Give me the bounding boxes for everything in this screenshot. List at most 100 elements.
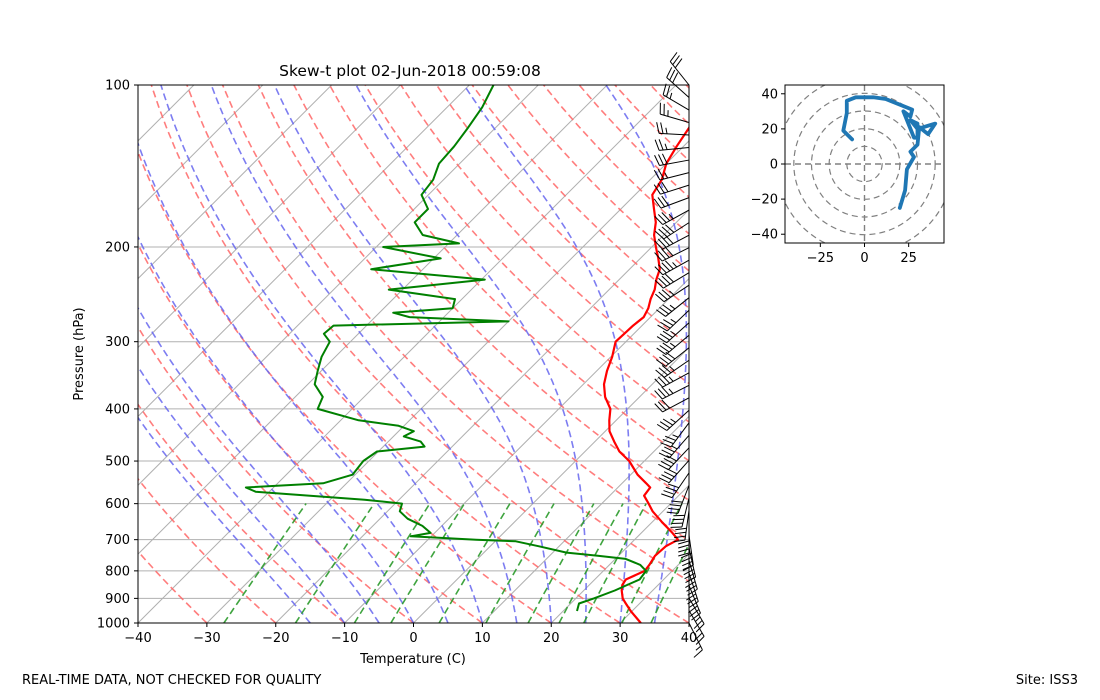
moist-adiabat: [355, 85, 587, 623]
dry-adiabat: [150, 85, 621, 623]
barb-half-feather: [670, 318, 677, 324]
barb-feather: [678, 540, 690, 545]
dry-adiabat: [138, 403, 346, 623]
barb-feather: [658, 228, 668, 238]
barb-feather: [668, 507, 680, 511]
wind-barb: [654, 272, 690, 289]
hodo-y-tick-label: −40: [751, 228, 778, 243]
dry-adiabat: [138, 477, 277, 623]
barb-feather: [661, 181, 669, 193]
mixing-ratio-line: [621, 503, 683, 623]
barb-feather: [662, 330, 673, 338]
isotherm-line: [138, 85, 608, 555]
wind-barb: [658, 460, 690, 484]
barb-feather: [659, 421, 671, 429]
dry-adiabat: [614, 85, 689, 162]
barb-feather: [664, 273, 674, 283]
barb-staff: [666, 309, 690, 332]
barb-half-feather: [669, 290, 675, 296]
barb-staff: [662, 397, 690, 413]
barb-feather: [655, 293, 665, 303]
barb-staff: [664, 359, 690, 378]
wind-barb: [656, 122, 690, 136]
barb-half-feather: [671, 445, 678, 450]
barb-feather: [658, 477, 670, 484]
barb-feather: [661, 289, 671, 298]
wind-barb: [653, 168, 690, 181]
isotherm-line: [688, 622, 689, 623]
barb-feather: [656, 336, 667, 344]
barb-feather: [658, 463, 669, 471]
barb-feather: [661, 493, 673, 499]
wind-barb: [655, 284, 690, 303]
barb-half-feather: [668, 376, 674, 382]
barb-feather: [662, 354, 673, 362]
wind-barb: [654, 222, 690, 240]
barb-feather: [673, 539, 686, 543]
wind-barb: [654, 139, 690, 151]
barb-feather: [660, 442, 672, 448]
barb-feather: [680, 552, 692, 559]
wind-barb: [670, 497, 690, 528]
y-tick-label: 100: [105, 79, 130, 94]
barb-feather: [656, 347, 667, 355]
wind-barb: [654, 209, 690, 226]
barb-feather: [657, 168, 665, 180]
dry-adiabat: [221, 85, 689, 583]
wind-barb: [656, 297, 690, 317]
barb-half-feather: [672, 262, 678, 268]
wind-barb: [661, 472, 690, 499]
x-tick-label: 40: [681, 631, 698, 646]
barb-feather: [653, 184, 661, 195]
dry-adiabat: [400, 85, 689, 385]
wind-barb: [662, 83, 690, 111]
hodo-y-tick-label: 20: [761, 122, 778, 137]
barb-half-feather: [669, 366, 675, 371]
barb-feather: [657, 183, 665, 194]
barb-feather: [678, 548, 690, 553]
barb-feather: [669, 52, 678, 62]
barb-feather: [684, 572, 695, 580]
barb-feather: [695, 636, 705, 645]
mixing-ratio-line: [353, 503, 431, 623]
x-tick-label: −10: [331, 631, 358, 646]
barb-feather: [674, 535, 686, 539]
barb-feather: [686, 593, 697, 601]
barb-feather: [661, 262, 671, 272]
dry-adiabat: [138, 242, 483, 623]
barb-feather: [657, 250, 667, 260]
dewpoint-profile: [244, 85, 648, 612]
barb-feather: [654, 216, 664, 225]
y-tick-label: 600: [105, 497, 130, 512]
barb-feather: [653, 198, 662, 209]
x-tick-label: 0: [409, 631, 417, 646]
barb-feather: [660, 321, 671, 329]
wind-barb: [656, 334, 690, 355]
barb-staff: [663, 284, 690, 303]
barb-feather: [662, 83, 667, 95]
barb-feather: [654, 252, 663, 262]
hodo-y-tick-label: 0: [770, 158, 778, 173]
x-tick-label: 10: [474, 631, 491, 646]
barb-staff: [662, 209, 690, 226]
wind-barb: [666, 485, 690, 514]
barb-feather: [654, 403, 663, 413]
mixing-ratio-line: [390, 503, 466, 623]
barb-feather: [654, 266, 664, 276]
barb-feather: [656, 122, 660, 134]
isotherm-line: [413, 346, 689, 623]
moist-adiabat: [210, 85, 518, 623]
wind-barb: [654, 246, 690, 262]
wind-barb: [654, 384, 690, 400]
barb-feather: [682, 560, 693, 567]
moist-adiabat: [605, 85, 688, 623]
barb-feather: [657, 264, 667, 274]
barb-staff: [659, 132, 690, 136]
wind-barb: [669, 52, 690, 86]
dry-adiabat: [578, 85, 689, 199]
y-tick-label: 500: [105, 455, 130, 470]
dry-adiabat: [685, 85, 689, 89]
barb-half-feather: [664, 143, 668, 150]
mixing-ratio-line: [583, 503, 647, 623]
barb-staff: [668, 434, 690, 459]
